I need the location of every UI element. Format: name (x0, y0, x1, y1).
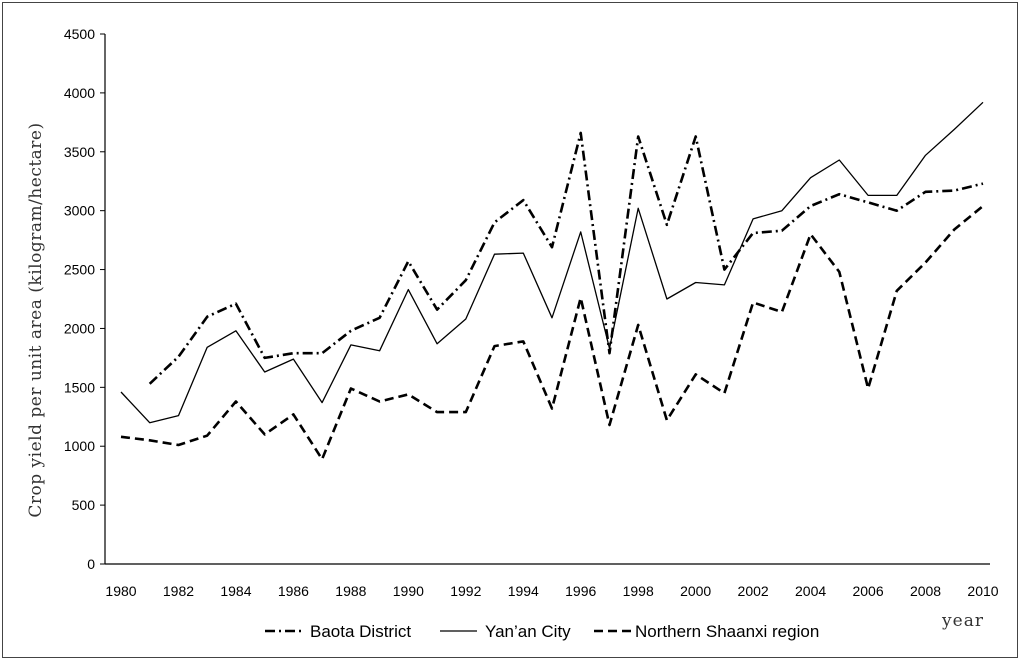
y-tick-label: 0 (87, 556, 95, 572)
legend-label-1: Baota District (310, 622, 411, 641)
series-line-3 (120, 204, 984, 461)
x-axis-label: year (941, 611, 984, 631)
y-tick-label: 4000 (64, 85, 95, 101)
series-line-1 (148, 131, 984, 385)
x-tick-label: 1994 (508, 583, 539, 599)
x-tick-label: 1998 (623, 583, 654, 599)
y-tick-label: 2000 (64, 320, 95, 336)
x-tick-label: 1982 (163, 583, 194, 599)
y-tick-label: 500 (72, 497, 96, 513)
legend-label-2: Yan’an City (485, 622, 571, 641)
y-tick-label: 3500 (64, 144, 95, 160)
series-line-2 (120, 101, 984, 424)
axes: 0 500 1000 1500 2000 2500 3000 3500 4000 4500 1980… (64, 26, 999, 599)
x-tick-label: 1984 (220, 583, 251, 599)
x-tick-label: 2004 (795, 583, 826, 599)
x-tick-label: 2008 (910, 583, 941, 599)
y-tick-label: 4500 (64, 26, 95, 42)
y-tick-label: 1000 (64, 438, 95, 454)
x-tick-label: 1996 (565, 583, 596, 599)
series-layer (120, 101, 984, 461)
legend-label-3: Northern Shaanxi region (635, 622, 819, 641)
legend: Baota District Yan’an City Northern Shaanx… (265, 622, 819, 641)
x-tick-label: 1992 (450, 583, 481, 599)
x-tick-label: 2010 (967, 583, 998, 599)
x-tick-label: 2002 (738, 583, 769, 599)
x-tick-label: 1986 (278, 583, 309, 599)
y-axis-label: Crop yield per unit area (kilogram/hecta… (26, 122, 46, 517)
x-tick-label: 2006 (852, 583, 883, 599)
y-tick-label: 1500 (64, 379, 95, 395)
y-tick-label: 2500 (64, 262, 95, 278)
y-tick-label: 3000 (64, 203, 95, 219)
x-tick-label: 2000 (680, 583, 711, 599)
x-tick-label: 1980 (105, 583, 136, 599)
x-tick-label: 1988 (335, 583, 366, 599)
x-tick-label: 1990 (393, 583, 424, 599)
